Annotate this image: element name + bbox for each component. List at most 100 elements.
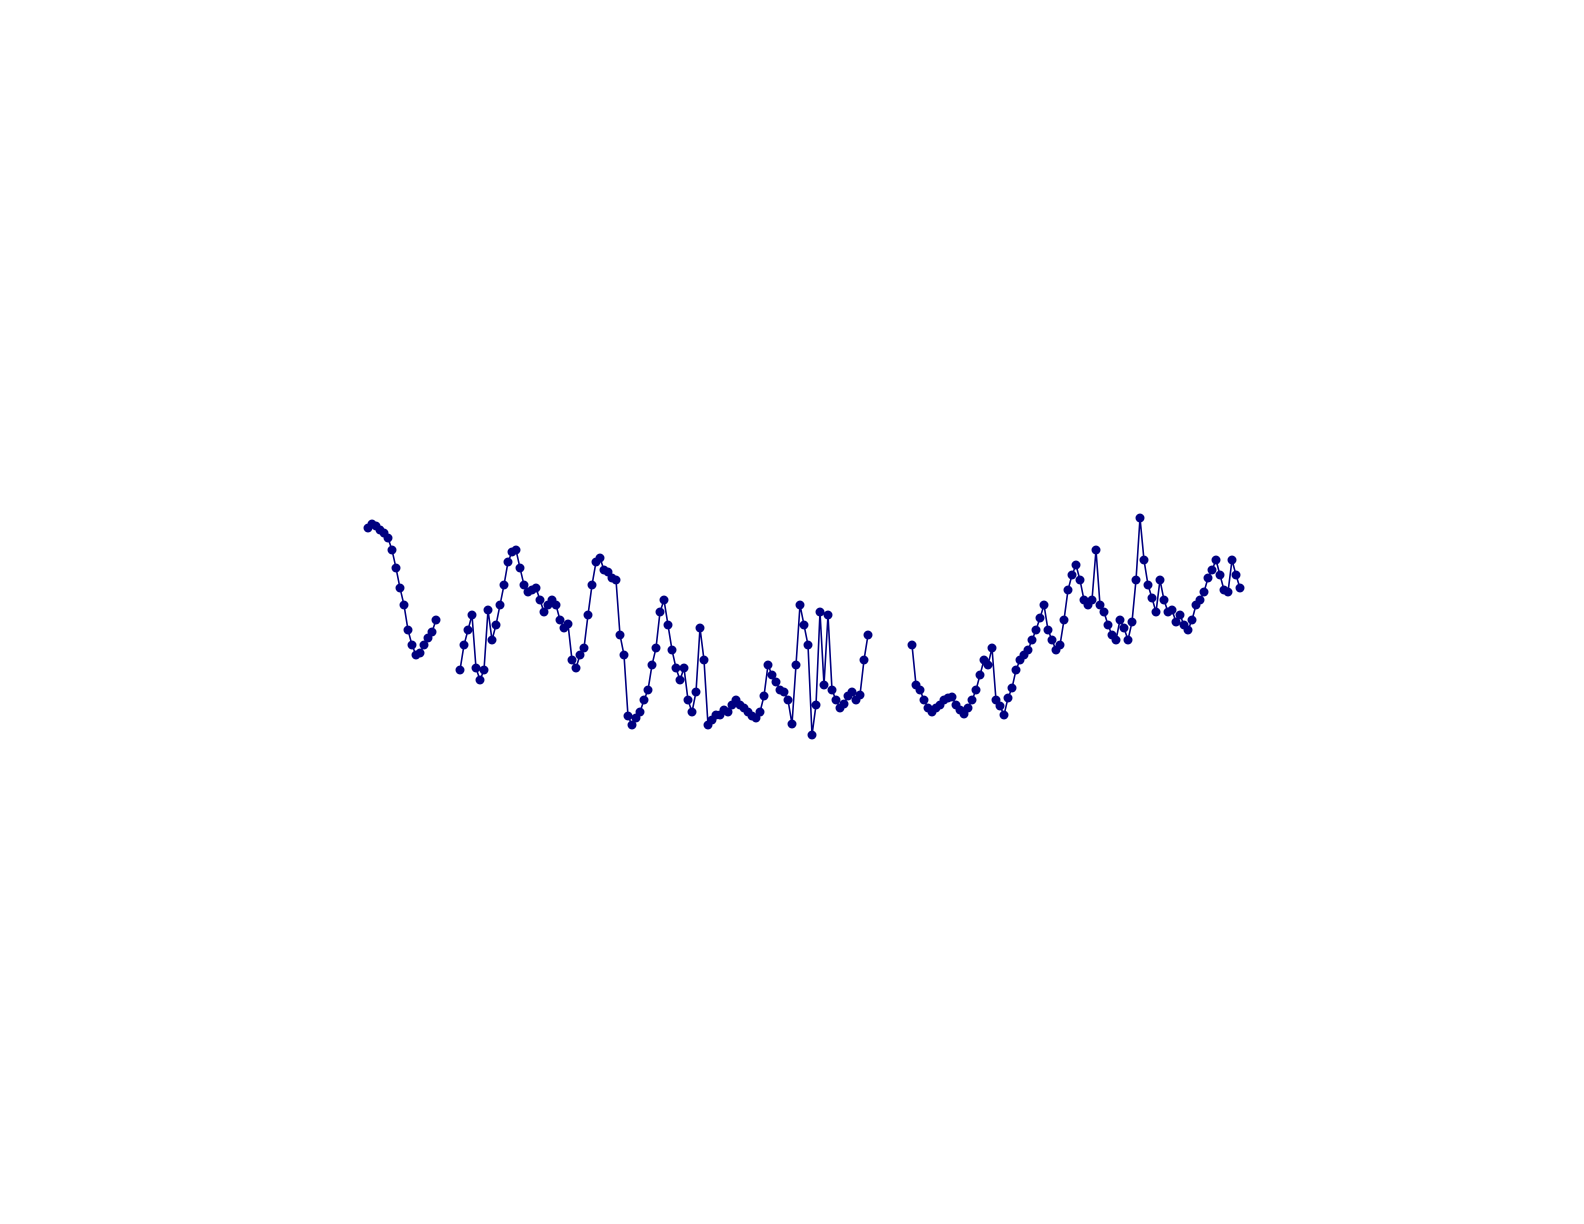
data-point	[667, 645, 677, 655]
data-point	[791, 660, 801, 670]
data-point	[471, 663, 481, 673]
data-point	[663, 620, 673, 630]
data-point	[1235, 583, 1245, 593]
data-point	[491, 620, 501, 630]
data-point	[987, 643, 997, 653]
data-point	[1215, 570, 1225, 580]
data-point	[1211, 555, 1221, 565]
data-point	[1059, 615, 1069, 625]
data-point	[807, 730, 817, 740]
data-point	[1111, 635, 1121, 645]
data-point	[1047, 635, 1057, 645]
data-point	[407, 640, 417, 650]
data-point	[831, 695, 841, 705]
data-point	[639, 695, 649, 705]
data-point	[499, 580, 509, 590]
data-point	[459, 640, 469, 650]
data-point	[1071, 560, 1081, 570]
data-point	[519, 580, 529, 590]
data-point	[1115, 615, 1125, 625]
data-point	[387, 545, 397, 555]
data-point	[1223, 587, 1233, 597]
data-point	[615, 630, 625, 640]
data-point	[1055, 640, 1065, 650]
data-point	[1231, 570, 1241, 580]
data-point	[863, 630, 873, 640]
data-point	[859, 655, 869, 665]
data-point	[1187, 615, 1197, 625]
data-point	[687, 707, 697, 717]
data-point	[679, 663, 689, 673]
data-point	[647, 660, 657, 670]
data-point	[1183, 625, 1193, 635]
data-point	[1043, 625, 1053, 635]
data-point	[1127, 617, 1137, 627]
data-point	[551, 600, 561, 610]
data-point	[1139, 555, 1149, 565]
data-point	[999, 710, 1009, 720]
data-point	[1007, 683, 1017, 693]
data-point	[535, 595, 545, 605]
data-point	[1003, 693, 1013, 703]
data-point	[763, 660, 773, 670]
data-point	[455, 665, 465, 675]
data-point	[1195, 595, 1205, 605]
data-point	[671, 663, 681, 673]
data-point	[1023, 645, 1033, 655]
data-point	[463, 625, 473, 635]
data-point	[1171, 617, 1181, 627]
data-point	[1095, 600, 1105, 610]
data-point	[475, 675, 485, 685]
data-point	[531, 583, 541, 593]
data-point	[563, 619, 573, 629]
data-point	[819, 680, 829, 690]
data-point	[627, 720, 637, 730]
data-point	[479, 665, 489, 675]
data-point	[1135, 513, 1145, 523]
data-point	[415, 648, 425, 658]
data-point	[1167, 605, 1177, 615]
data-point	[1155, 575, 1165, 585]
data-point	[683, 695, 693, 705]
data-point	[623, 711, 633, 721]
data-point	[483, 605, 493, 615]
data-point	[587, 580, 597, 590]
data-point	[675, 675, 685, 685]
data-point	[1039, 600, 1049, 610]
data-point	[983, 660, 993, 670]
data-point	[511, 545, 521, 555]
data-point	[555, 615, 565, 625]
data-point	[963, 703, 973, 713]
data-point	[1063, 585, 1073, 595]
data-point	[799, 620, 809, 630]
data-point	[1123, 635, 1133, 645]
data-point	[1199, 587, 1209, 597]
data-point	[975, 670, 985, 680]
data-point	[399, 600, 409, 610]
data-point	[783, 695, 793, 705]
data-point	[427, 627, 437, 637]
data-point	[467, 610, 477, 620]
data-point	[995, 701, 1005, 711]
data-point	[847, 687, 857, 697]
data-point	[503, 557, 513, 567]
data-point	[855, 690, 865, 700]
data-point	[919, 695, 929, 705]
data-point	[655, 607, 665, 617]
data-point	[723, 707, 733, 717]
data-point	[487, 635, 497, 645]
data-point	[1027, 635, 1037, 645]
data-point	[1119, 623, 1129, 633]
data-point	[611, 575, 621, 585]
data-point	[579, 643, 589, 653]
data-point	[759, 691, 769, 701]
data-point	[431, 615, 441, 625]
data-point	[1099, 607, 1109, 617]
data-point	[619, 650, 629, 660]
data-point	[651, 643, 661, 653]
data-point	[1011, 665, 1021, 675]
data-point	[971, 685, 981, 695]
data-point	[771, 677, 781, 687]
data-point	[403, 625, 413, 635]
data-point	[571, 663, 581, 673]
